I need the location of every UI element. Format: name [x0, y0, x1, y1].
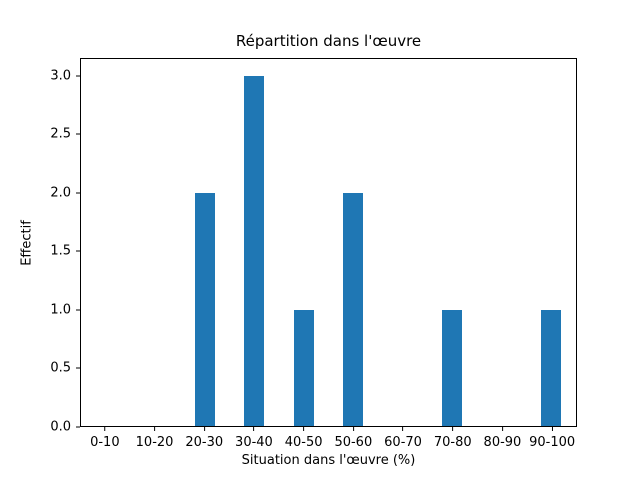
y-tick-label: 0.5 — [50, 360, 71, 376]
x-tick-0-10: 0-10 — [90, 427, 120, 450]
y-tick-label: 3.0 — [50, 68, 71, 84]
y-axis-label: Effectif — [19, 220, 35, 266]
x-tick-mark — [551, 427, 553, 431]
y-tick-0.5: 0.5 — [50, 361, 80, 376]
x-tick-mark — [402, 427, 404, 431]
x-tick-mark — [104, 427, 106, 431]
x-tick-mark — [352, 427, 354, 431]
x-tick-20-30: 20-30 — [185, 427, 223, 450]
bar-90-100 — [541, 309, 562, 426]
x-tick-mark — [203, 427, 205, 431]
x-tick-50-60: 50-60 — [334, 427, 372, 450]
y-tick-label: 1.5 — [50, 243, 71, 259]
x-tick-mark — [452, 427, 454, 431]
x-tick-label: 0-10 — [90, 435, 120, 450]
y-tick-label: 0.0 — [50, 419, 71, 435]
y-tick-2.0: 2.0 — [50, 185, 80, 200]
x-tick-mark — [154, 427, 156, 431]
x-tick-70-80: 70-80 — [434, 427, 472, 450]
x-tick-10-20: 10-20 — [135, 427, 174, 450]
x-tick-label: 10-20 — [135, 435, 174, 450]
y-tick-label: 2.5 — [50, 126, 71, 142]
chart-title: Répartition dans l'œuvre — [235, 32, 422, 50]
x-tick-label: 40-50 — [284, 435, 323, 450]
y-tick-1.0: 1.0 — [50, 302, 80, 317]
x-tick-60-70: 60-70 — [384, 427, 422, 450]
x-tick-label: 90-100 — [529, 435, 576, 450]
x-tick-label: 50-60 — [334, 435, 373, 450]
plot-area — [80, 58, 577, 427]
x-tick-label: 30-40 — [235, 435, 273, 450]
x-tick-mark — [253, 427, 255, 431]
x-tick-mark — [303, 427, 305, 431]
y-tick-label: 2.0 — [50, 185, 71, 201]
y-tick-2.5: 2.5 — [50, 127, 80, 142]
x-axis-label: Situation dans l'œuvre (%) — [241, 453, 416, 468]
y-tick-label: 1.0 — [50, 302, 71, 318]
bar-40-50 — [293, 309, 314, 426]
x-tick-label: 70-80 — [433, 435, 472, 450]
y-tick-3.0: 3.0 — [50, 68, 80, 83]
x-tick-80-90: 80-90 — [483, 427, 522, 450]
x-tick-40-50: 40-50 — [285, 427, 323, 450]
x-tick-30-40: 30-40 — [235, 427, 273, 450]
bar-20-30 — [194, 192, 215, 426]
x-tick-label: 20-30 — [185, 435, 224, 450]
x-tick-label: 80-90 — [483, 435, 522, 450]
bar-70-80 — [442, 309, 463, 426]
x-tick-90-100: 90-100 — [529, 427, 575, 450]
x-tick-label: 60-70 — [384, 435, 422, 450]
bar-30-40 — [244, 76, 265, 426]
y-tick-1.5: 1.5 — [50, 244, 80, 259]
y-tick-0.0: 0.0 — [50, 420, 80, 435]
bar-50-60 — [343, 192, 364, 426]
x-tick-mark — [501, 427, 503, 431]
